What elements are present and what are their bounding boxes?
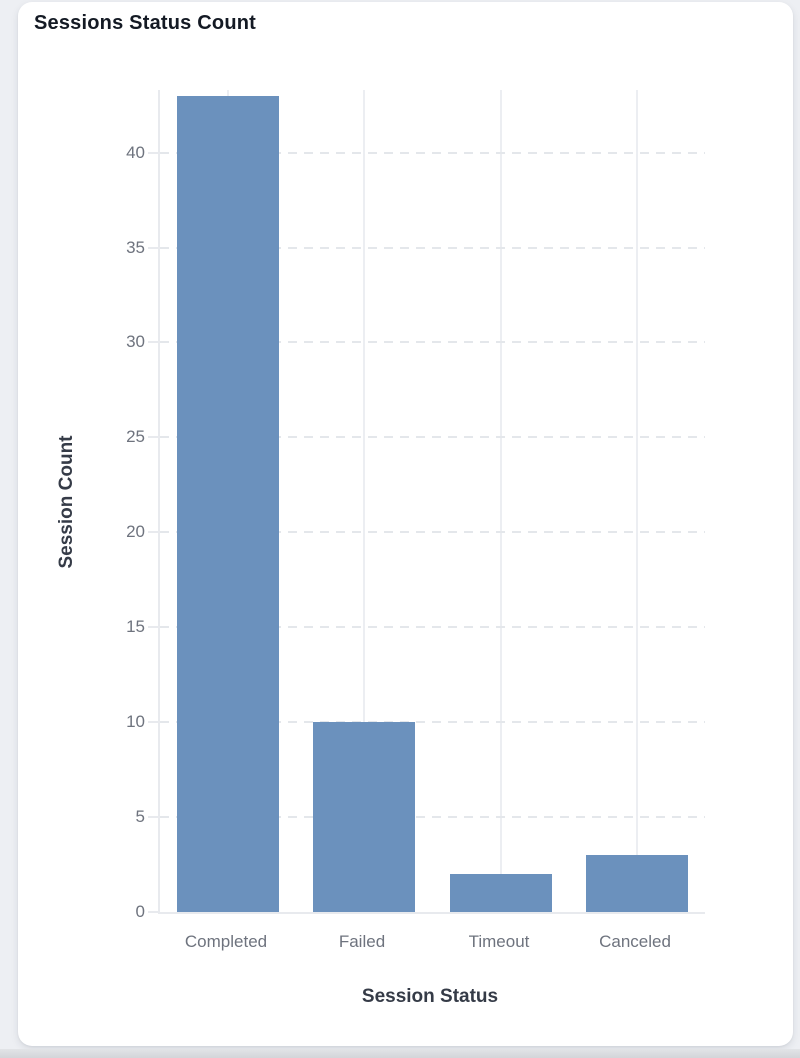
y-tick-mark — [148, 436, 158, 438]
horizontal-gridline — [160, 531, 705, 533]
horizontal-gridline — [160, 152, 705, 154]
y-tick-mark — [148, 911, 158, 913]
y-tick-label: 15 — [126, 617, 145, 636]
y-tick-mark — [148, 152, 158, 154]
vertical-gridline — [363, 90, 365, 912]
horizontal-gridline — [160, 436, 705, 438]
x-tick-label-failed: Failed — [338, 932, 386, 951]
y-tick-label: 5 — [135, 807, 145, 826]
y-tick-mark — [148, 247, 158, 249]
y-tick-mark — [148, 816, 158, 818]
x-tick-label-completed: Completed — [184, 932, 268, 951]
chart-card: Sessions Status Count Session Count 0 5 10… — [18, 2, 793, 1046]
chart-title: Sessions Status Count — [34, 12, 257, 34]
x-tick-label-canceled: Canceled — [599, 932, 671, 951]
plot-area — [158, 90, 705, 914]
horizontal-gridline — [160, 721, 705, 723]
vertical-gridline — [500, 90, 502, 912]
x-axis-title: Session Status — [361, 986, 499, 1007]
y-tick-label: 30 — [126, 332, 145, 351]
y-axis-title: Session Count — [56, 435, 77, 569]
x-tick-label-timeout: Timeout — [468, 932, 530, 951]
y-tick-label: 0 — [135, 902, 145, 921]
y-tick-label: 25 — [126, 427, 145, 446]
y-tick-label: 10 — [126, 712, 145, 731]
y-tick-label: 20 — [126, 522, 145, 541]
horizontal-gridline — [160, 626, 705, 628]
y-tick-mark — [148, 626, 158, 628]
bar-failed[interactable] — [313, 722, 415, 912]
next-card-edge — [0, 1049, 800, 1058]
bar-timeout[interactable] — [450, 874, 552, 912]
bar-canceled[interactable] — [586, 855, 688, 912]
y-tick-mark — [148, 341, 158, 343]
vertical-gridline — [636, 90, 638, 912]
y-tick-mark — [148, 531, 158, 533]
horizontal-gridline — [160, 247, 705, 249]
y-tick-mark — [148, 721, 158, 723]
bar-completed[interactable] — [177, 96, 279, 912]
horizontal-gridline — [160, 341, 705, 343]
y-tick-label: 35 — [126, 238, 145, 257]
horizontal-gridline — [160, 816, 705, 818]
y-tick-label: 40 — [126, 143, 145, 162]
